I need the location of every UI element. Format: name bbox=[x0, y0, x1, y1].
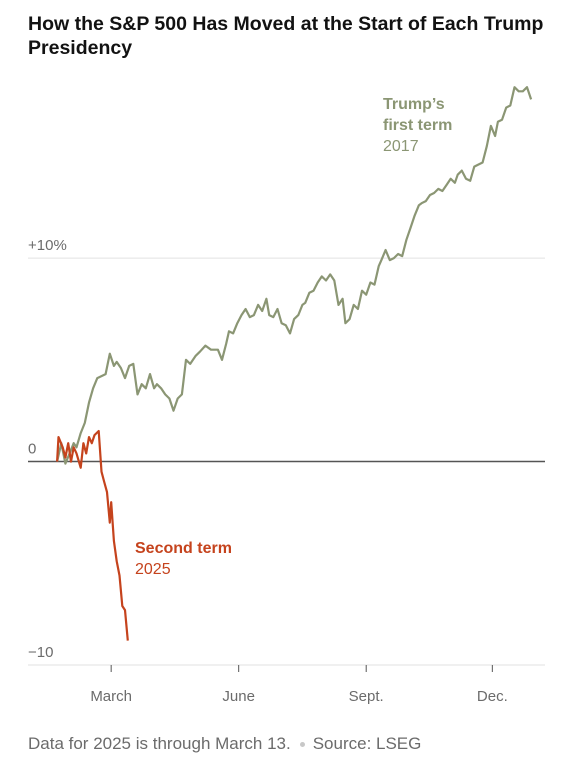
footer: Data for 2025 is through March 13. Source… bbox=[28, 734, 421, 754]
series-year: 2017 bbox=[383, 138, 419, 155]
series-line bbox=[56, 429, 129, 641]
series-name: Trump’s first term bbox=[383, 96, 453, 134]
chart-title: How the S&P 500 Has Moved at the Start o… bbox=[28, 13, 544, 59]
separator bbox=[299, 742, 305, 748]
y-tick-label: −10 bbox=[28, 644, 53, 661]
source: Source: LSEG bbox=[312, 734, 422, 753]
series-year: 2025 bbox=[135, 561, 171, 578]
series-line bbox=[56, 86, 533, 465]
series-name: Second term bbox=[135, 540, 232, 557]
y-tick-label: +10% bbox=[28, 237, 67, 254]
note: Data for 2025 is through March 13. bbox=[28, 734, 291, 753]
x-tick-label: March bbox=[90, 688, 132, 705]
x-tick-label: Dec. bbox=[477, 688, 508, 705]
x-tick-label: June bbox=[222, 688, 255, 705]
y-tick-label: 0 bbox=[28, 441, 36, 458]
x-tick-label: Sept. bbox=[349, 688, 384, 705]
second-term-label: Second term 2025 bbox=[135, 538, 265, 580]
first-term-label: Trump’s first term 2017 bbox=[383, 94, 463, 157]
